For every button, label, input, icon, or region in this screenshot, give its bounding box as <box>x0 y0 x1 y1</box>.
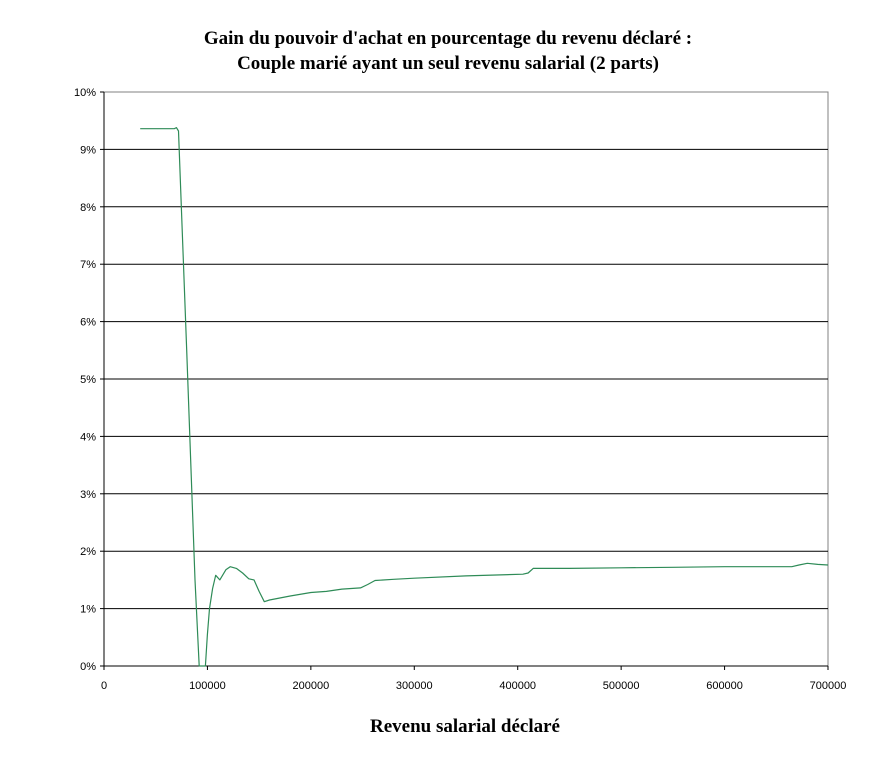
y-tick-label: 2% <box>80 546 96 558</box>
y-tick-label: 8% <box>80 202 96 214</box>
x-tick-label: 600000 <box>706 680 743 692</box>
y-tick-label: 10% <box>74 87 96 99</box>
chart-title-block: Gain du pouvoir d'achat en pourcentage d… <box>0 26 896 76</box>
grid-lines <box>104 148 828 610</box>
y-axis-ticks: 0% 1% 2% 3% 4% 5% 6% 7% 8% 9% 10% <box>74 87 104 673</box>
y-tick-label: 7% <box>80 259 96 271</box>
x-tick-label: 100000 <box>189 680 226 692</box>
series-line <box>140 126 829 667</box>
y-tick-label: 0% <box>80 661 96 673</box>
x-tick-label: 0 <box>101 680 107 692</box>
x-axis-ticks: 0 100000 200000 300000 400000 500000 600000 700… <box>101 666 846 692</box>
y-tick-label: 4% <box>80 431 96 443</box>
x-tick-label: 400000 <box>499 680 536 692</box>
y-tick-label: 3% <box>80 489 96 501</box>
y-tick-label: 9% <box>80 144 96 156</box>
x-tick-label: 200000 <box>292 680 329 692</box>
chart-title: Gain du pouvoir d'achat en pourcentage d… <box>203 28 693 49</box>
y-tick-label: 1% <box>80 604 96 616</box>
x-tick-label: 500000 <box>603 680 640 692</box>
y-tick-label: 6% <box>80 317 96 329</box>
y-tick-label: 5% <box>80 374 96 386</box>
x-tick-label: 300000 <box>396 680 433 692</box>
x-axis-title: Revenu salarial déclaré <box>370 716 560 737</box>
chart-subtitle: Couple marié ayant un seul revenu salari… <box>237 53 659 74</box>
x-tick-label: 700000 <box>810 680 847 692</box>
series-layer <box>140 126 829 667</box>
